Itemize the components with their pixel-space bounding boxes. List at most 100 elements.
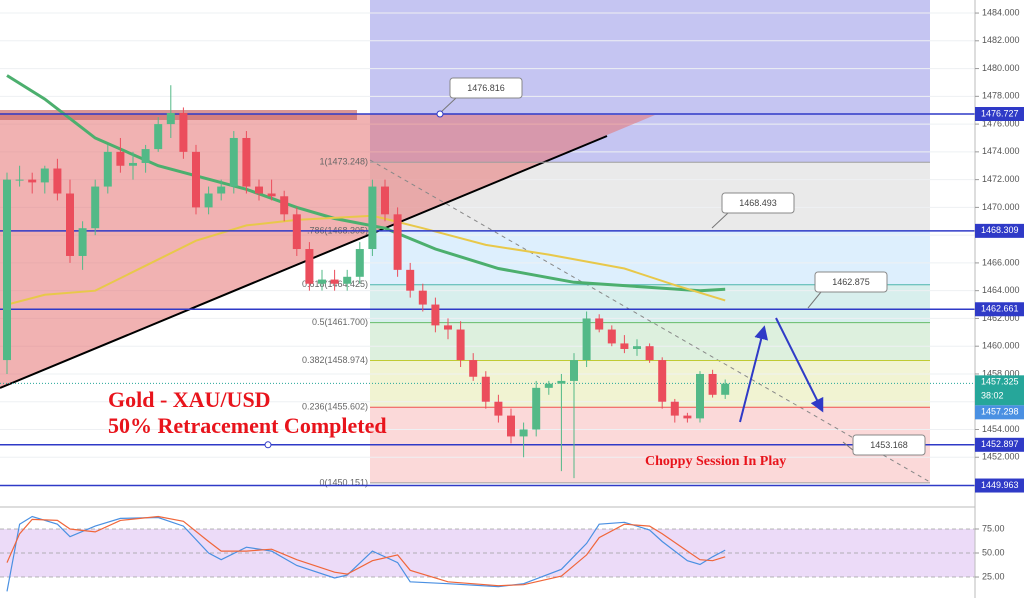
y-tick-label: 1478.000	[982, 91, 1020, 101]
oscillator-tick-label: 75.00	[982, 523, 1005, 533]
candle-body	[519, 429, 528, 437]
candle-body	[721, 383, 730, 395]
oscillator-line	[6, 515, 726, 587]
back-layer	[0, 0, 975, 578]
fib-label: 0.236(1455.602)	[302, 402, 368, 412]
callout-label: 1468.493	[739, 198, 777, 208]
candle-body	[40, 168, 49, 183]
callout-label: 1462.875	[832, 277, 870, 287]
subtitle: 50% Retracement Completed	[108, 413, 387, 438]
candle-body	[381, 186, 389, 215]
callout-box	[814, 271, 888, 293]
candle-body	[242, 137, 251, 187]
y-tick-label: 1458.000	[982, 368, 1020, 378]
candle-body	[192, 151, 200, 208]
candle-body	[645, 346, 654, 361]
resistance-band	[0, 110, 357, 120]
bid-price-tag	[975, 405, 1024, 420]
y-tick-label: 1484.000	[982, 7, 1020, 17]
candle-body	[620, 343, 629, 349]
candle-body	[204, 193, 213, 208]
arrow-up	[739, 325, 769, 423]
y-tick-label: 1466.000	[982, 257, 1020, 267]
candle-body	[595, 318, 604, 330]
candle-body	[53, 168, 62, 194]
candle-body	[267, 193, 276, 197]
candle-body	[116, 151, 125, 166]
main-layer: 1(1473.248).786(1468.305)0.618(1464.425)…	[0, 74, 975, 592]
price-line-tag	[975, 107, 1024, 122]
callout-box	[852, 434, 926, 456]
candle-body	[431, 304, 440, 326]
y-tick-label: 1460.000	[982, 341, 1020, 351]
callout-label: 1476.816	[467, 83, 505, 93]
candle-body	[166, 112, 175, 125]
y-tick-label: 1472.000	[982, 174, 1020, 184]
candle-body	[217, 186, 226, 194]
price-line-tag	[975, 437, 1024, 452]
candle-body	[532, 387, 541, 430]
y-tick-label: 1482.000	[982, 35, 1020, 45]
axis-background	[975, 0, 1024, 598]
trend-line	[0, 135, 608, 389]
candle-body	[3, 179, 11, 361]
candle-body	[418, 290, 427, 305]
candle-body	[368, 186, 377, 250]
candle-body	[393, 214, 402, 270]
callout-leader	[711, 212, 729, 229]
y-tick-label: 1462.000	[982, 313, 1020, 323]
countdown: 38:02	[981, 391, 1004, 401]
candle-body	[683, 415, 692, 419]
y-tick-label: 1474.000	[982, 146, 1020, 156]
candle-body	[179, 112, 188, 152]
callout-leader	[439, 97, 457, 114]
candle-body	[570, 360, 578, 381]
candle-body	[292, 214, 301, 250]
triangle-pattern	[0, 110, 931, 483]
anchor-dot	[264, 441, 272, 449]
candle-body	[658, 360, 667, 402]
callout-leader	[807, 291, 822, 309]
price-line-tag	[975, 302, 1024, 317]
candle-body	[494, 401, 503, 416]
candle-body	[670, 401, 679, 416]
candle-body	[557, 380, 566, 384]
annotation: Choppy Session In Play	[645, 454, 786, 469]
candle-body	[607, 329, 616, 344]
candle-body	[696, 373, 704, 419]
candle-body	[330, 279, 339, 284]
candle-body	[280, 196, 289, 215]
fib-label: 1(1473.248)	[319, 157, 368, 167]
price-line-tag	[975, 223, 1024, 238]
bid-price-label: 1457.298	[981, 407, 1019, 417]
y-tick-label: 1480.000	[982, 63, 1020, 73]
fib-label: 0.382(1458.974)	[302, 355, 368, 365]
moving-average	[6, 214, 726, 306]
y-tick-label: 1454.000	[982, 424, 1020, 434]
price-line-label: 1468.309	[981, 225, 1019, 235]
y-tick-label: 1476.000	[982, 118, 1020, 128]
arrows	[739, 317, 824, 423]
y-tick-label: 1464.000	[982, 285, 1020, 295]
candle-body	[66, 193, 74, 256]
fib-label: 0(1450.151)	[319, 477, 368, 487]
candle-body	[141, 149, 150, 163]
candle-body	[103, 151, 112, 187]
candle-body	[355, 249, 364, 277]
last-price-tag	[975, 375, 1024, 406]
candle-body	[456, 329, 465, 361]
anchor-dot	[436, 110, 444, 118]
candle-body	[15, 179, 24, 181]
callout-box	[721, 192, 795, 214]
candle-body	[544, 383, 553, 388]
candle-body	[91, 186, 100, 229]
candle-body	[708, 373, 717, 395]
callout-label: 1453.168	[870, 440, 908, 450]
y-tick-label: 1452.000	[982, 452, 1020, 462]
candle-body	[343, 276, 352, 284]
candle-body	[444, 325, 452, 330]
price-line-label: 1476.727	[981, 108, 1019, 118]
oscillator-tick-label: 25.00	[982, 571, 1005, 581]
candle-body	[507, 415, 515, 437]
